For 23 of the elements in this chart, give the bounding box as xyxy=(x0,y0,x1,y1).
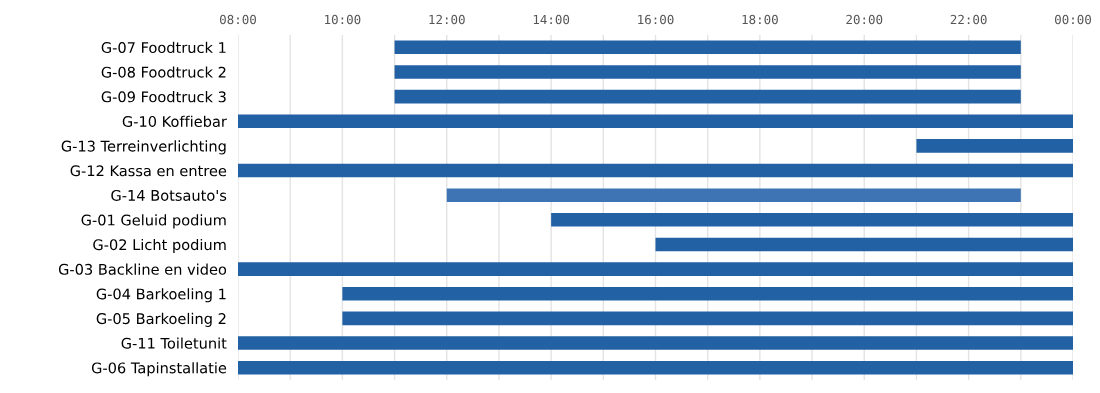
y-tick-label: G-09 Foodtruck 3 xyxy=(101,91,226,103)
y-tick-label: G-05 Barkoeling 2 xyxy=(96,312,226,327)
y-tick-label: G-12 Kassa en entree xyxy=(70,165,227,177)
x-tick-label: 22:00 xyxy=(950,14,987,25)
x-tick-label: 08:00 xyxy=(220,14,256,25)
x-tick-label: 16:00 xyxy=(638,14,674,25)
y-tick-label: G-06 Tapinstallatie xyxy=(91,362,227,377)
y-tick-label: G-13 Terreinverlichting xyxy=(61,140,226,155)
x-tick-label: 20:00 xyxy=(846,14,883,25)
y-tick-label: G-07 Foodtruck 1 xyxy=(101,41,226,54)
x-tick-label: 18:00 xyxy=(742,14,778,25)
y-tick-label: G-04 Barkoeling 1 xyxy=(96,288,226,303)
x-tick-label: 14:00 xyxy=(533,14,570,25)
y-tick-label: G-01 Geluid podium xyxy=(81,214,226,229)
y-tick-label: G-14 Botsauto's xyxy=(111,189,227,201)
x-tick-label: 12:00 xyxy=(429,14,465,25)
y-tick-label: G-08 Foodtruck 2 xyxy=(101,66,226,78)
x-tick-label: 00:00 xyxy=(1055,14,1091,25)
y-tick-label: G-11 Toiletunit xyxy=(121,337,227,349)
x-tick-label: 10:00 xyxy=(325,14,361,25)
y-tick-label: G-02 Licht podium xyxy=(93,238,226,254)
y-tick-label: G-03 Backline en video xyxy=(58,263,227,275)
y-tick-label: G-10 Koffiebar xyxy=(122,115,227,127)
